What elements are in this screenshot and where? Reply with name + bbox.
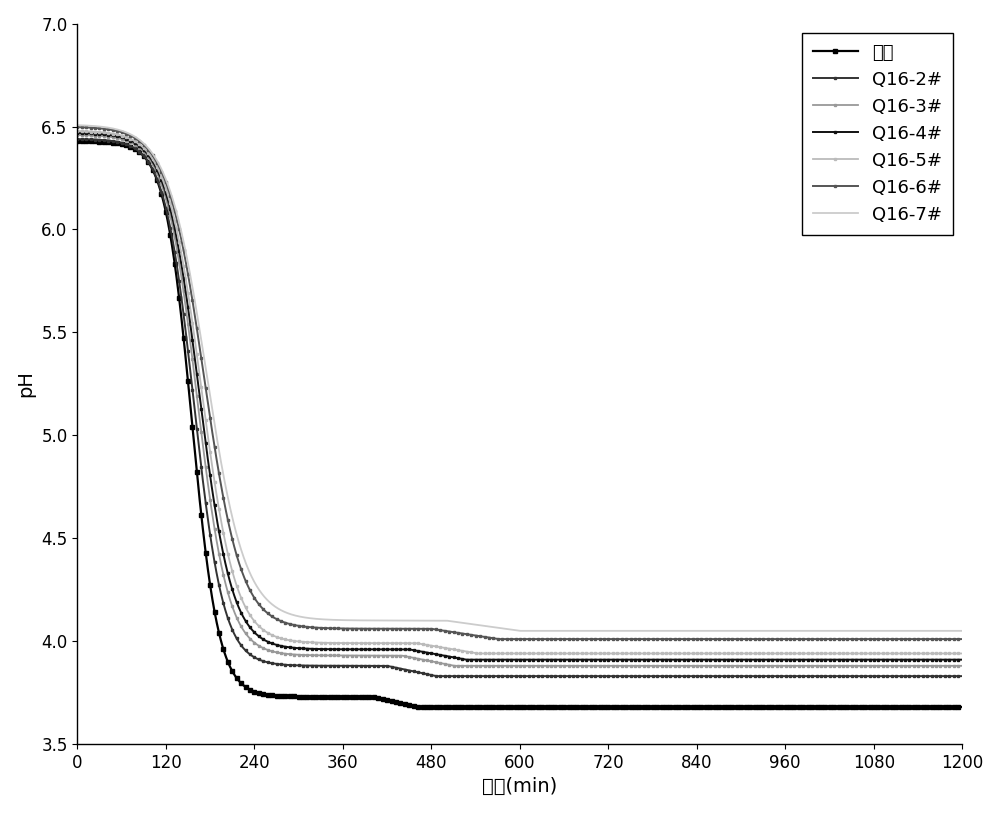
原始: [140, 154, 152, 163]
Q16-5#: [71, 126, 83, 136]
Q16-4#: [193, 387, 205, 397]
Line: Q16-6#: Q16-6#: [76, 126, 964, 641]
原始: [193, 489, 205, 498]
原始: [96, 137, 108, 146]
原始: [71, 137, 83, 146]
Q16-3#: [71, 130, 83, 140]
Line: Q16-4#: Q16-4#: [76, 132, 964, 661]
Q16-7#: [96, 122, 108, 132]
Line: Q16-5#: Q16-5#: [76, 130, 963, 654]
Q16-2#: [193, 444, 205, 454]
Q16-3#: [193, 409, 205, 419]
Line: 原始: 原始: [76, 140, 964, 709]
Q16-2#: [168, 245, 180, 254]
Q16-5#: [193, 366, 205, 376]
Q16-3#: [821, 661, 833, 671]
Q16-3#: [449, 661, 461, 671]
Q16-7#: [514, 626, 526, 636]
Q16-5#: [96, 128, 108, 137]
Q16-6#: [193, 338, 205, 348]
Q16-3#: [956, 661, 968, 671]
Q16-2#: [473, 672, 485, 681]
原始: [473, 702, 485, 712]
原始: [956, 702, 968, 712]
Q16-7#: [71, 120, 83, 130]
Q16-4#: [460, 654, 472, 664]
Y-axis label: pH: pH: [17, 371, 36, 398]
Q16-6#: [96, 124, 108, 133]
Q16-3#: [96, 131, 108, 141]
Q16-2#: [96, 135, 108, 145]
Q16-7#: [193, 321, 205, 331]
Q16-5#: [821, 649, 833, 659]
Q16-3#: [140, 149, 152, 159]
Q16-2#: [430, 672, 442, 681]
Q16-6#: [956, 634, 968, 644]
Q16-2#: [821, 672, 833, 681]
Q16-7#: [956, 626, 968, 636]
Q16-3#: [168, 230, 180, 240]
Q16-7#: [473, 620, 485, 630]
Q16-6#: [493, 634, 505, 644]
Line: Q16-2#: Q16-2#: [76, 137, 964, 677]
Q16-7#: [140, 141, 152, 150]
原始: [821, 702, 833, 712]
Q16-5#: [472, 649, 484, 659]
Q16-4#: [140, 147, 152, 157]
Q16-4#: [168, 222, 180, 232]
Q16-4#: [956, 654, 968, 664]
X-axis label: 时间(min): 时间(min): [482, 777, 557, 796]
Q16-5#: [168, 215, 180, 224]
Q16-7#: [821, 626, 833, 636]
Line: Q16-3#: Q16-3#: [76, 134, 963, 667]
Q16-4#: [71, 128, 83, 138]
Q16-7#: [168, 199, 180, 209]
Q16-6#: [473, 631, 485, 641]
Q16-5#: [473, 649, 485, 659]
Q16-6#: [71, 122, 83, 132]
Legend: 原始, Q16-2#, Q16-3#, Q16-4#, Q16-5#, Q16-6#, Q16-7#: 原始, Q16-2#, Q16-3#, Q16-4#, Q16-5#, Q16-…: [802, 33, 953, 234]
Q16-4#: [821, 654, 833, 664]
Q16-2#: [71, 134, 83, 144]
Q16-5#: [140, 145, 152, 154]
原始: [413, 702, 425, 712]
Q16-6#: [140, 141, 152, 151]
Q16-4#: [96, 129, 108, 139]
Q16-6#: [821, 634, 833, 644]
Q16-6#: [168, 205, 180, 215]
Line: Q16-7#: Q16-7#: [77, 125, 962, 631]
Q16-5#: [956, 649, 968, 659]
Q16-3#: [473, 661, 485, 671]
Q16-2#: [956, 672, 968, 681]
原始: [168, 256, 180, 266]
Q16-4#: [473, 654, 485, 664]
Q16-2#: [140, 154, 152, 163]
